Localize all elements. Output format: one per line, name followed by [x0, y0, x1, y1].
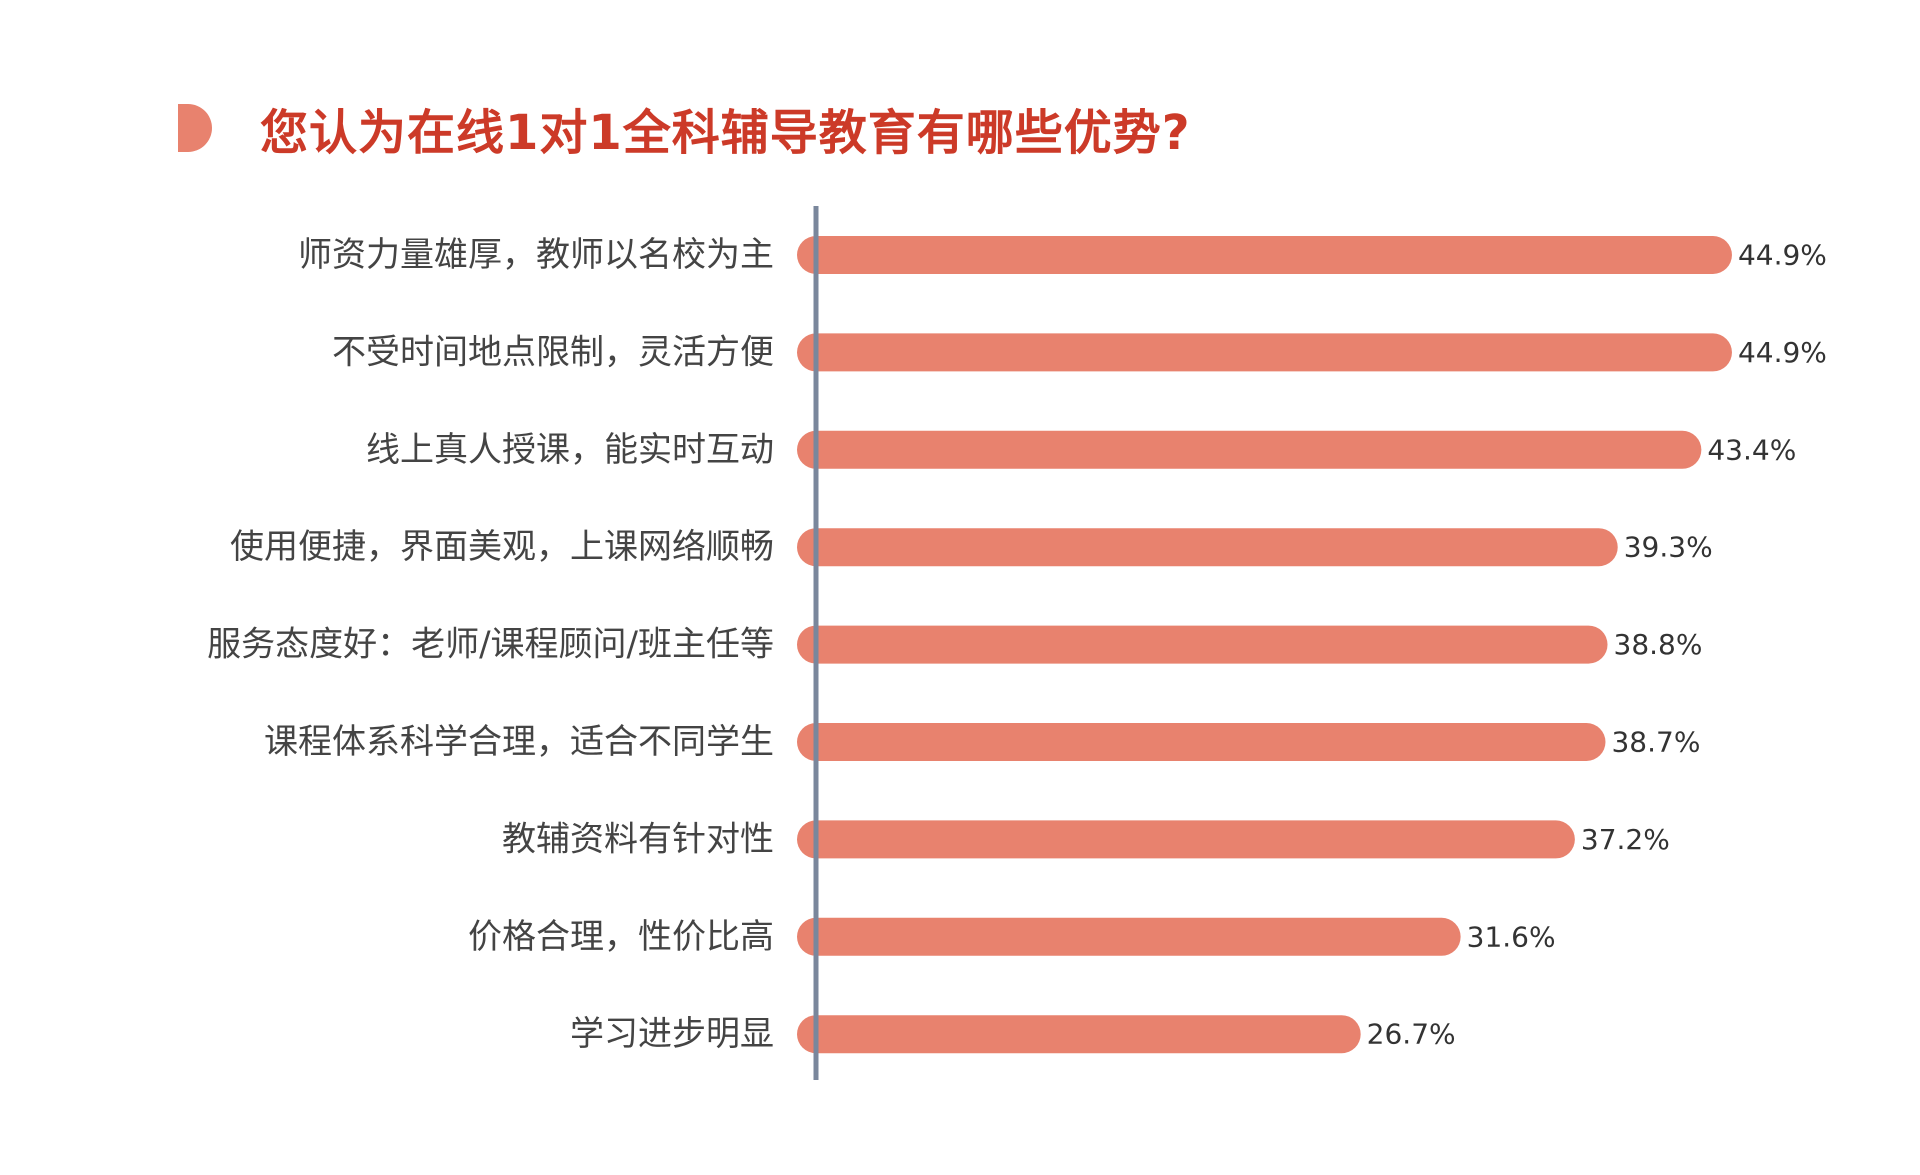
category-label: 使用便捷，界面美观，上课网络顺畅 — [230, 527, 774, 567]
bar-row: 使用便捷，界面美观，上课网络顺畅 39.3% — [230, 527, 1713, 567]
bar — [797, 236, 1732, 274]
value-label: 37.2% — [1581, 823, 1670, 856]
bar — [797, 528, 1618, 567]
value-label: 43.4% — [1707, 433, 1796, 466]
category-label: 线上真人授课，能实时互动 — [366, 430, 774, 470]
category-label: 学习进步明显 — [570, 1014, 774, 1054]
category-label: 价格合理，性价比高 — [468, 917, 774, 957]
category-label: 不受时间地点限制，灵活方便 — [332, 332, 774, 372]
bar — [797, 917, 1461, 956]
bar-row: 价格合理，性价比高 31.6% — [468, 917, 1556, 957]
bar — [797, 723, 1606, 761]
category-label: 课程体系科学合理，适合不同学生 — [264, 722, 774, 762]
bar-row: 师资力量雄厚，教师以名校为主 44.9% — [298, 235, 1827, 275]
bar — [797, 333, 1732, 372]
bar — [797, 820, 1575, 859]
value-label: 26.7% — [1367, 1018, 1456, 1051]
chart-title: 您认为在线1对1全科辅导教育有哪些优势? — [260, 105, 1191, 161]
bar-row: 课程体系科学合理，适合不同学生 38.7% — [264, 722, 1700, 762]
chart-title-block: 您认为在线1对1全科辅导教育有哪些优势? — [178, 92, 1191, 164]
bar — [797, 430, 1702, 469]
bar — [797, 1015, 1361, 1054]
value-label: 38.8% — [1614, 628, 1703, 661]
category-label: 师资力量雄厚，教师以名校为主 — [298, 235, 774, 275]
value-label: 39.3% — [1624, 531, 1713, 564]
bar-row: 不受时间地点限制，灵活方便 44.9% — [332, 332, 1827, 372]
bar-row: 线上真人授课，能实时互动 43.4% — [366, 430, 1796, 470]
category-label: 教辅资料有针对性 — [502, 819, 774, 859]
bar-row: 学习进步明显 26.7% — [570, 1014, 1456, 1054]
value-label: 38.7% — [1611, 726, 1700, 759]
value-label: 44.9% — [1738, 336, 1827, 369]
category-label: 服务态度好：老师/课程顾问/班主任等 — [207, 625, 774, 665]
bar-row: 服务态度好：老师/课程顾问/班主任等 38.8% — [207, 625, 1702, 665]
bar — [797, 625, 1608, 664]
bars-layer: 师资力量雄厚，教师以名校为主 44.9% 不受时间地点限制，灵活方便 44.9% 线上真… — [207, 235, 1827, 1054]
value-label: 31.6% — [1467, 920, 1556, 953]
bar-row: 教辅资料有针对性 37.2% — [502, 819, 1670, 859]
value-label: 44.9% — [1738, 239, 1827, 272]
